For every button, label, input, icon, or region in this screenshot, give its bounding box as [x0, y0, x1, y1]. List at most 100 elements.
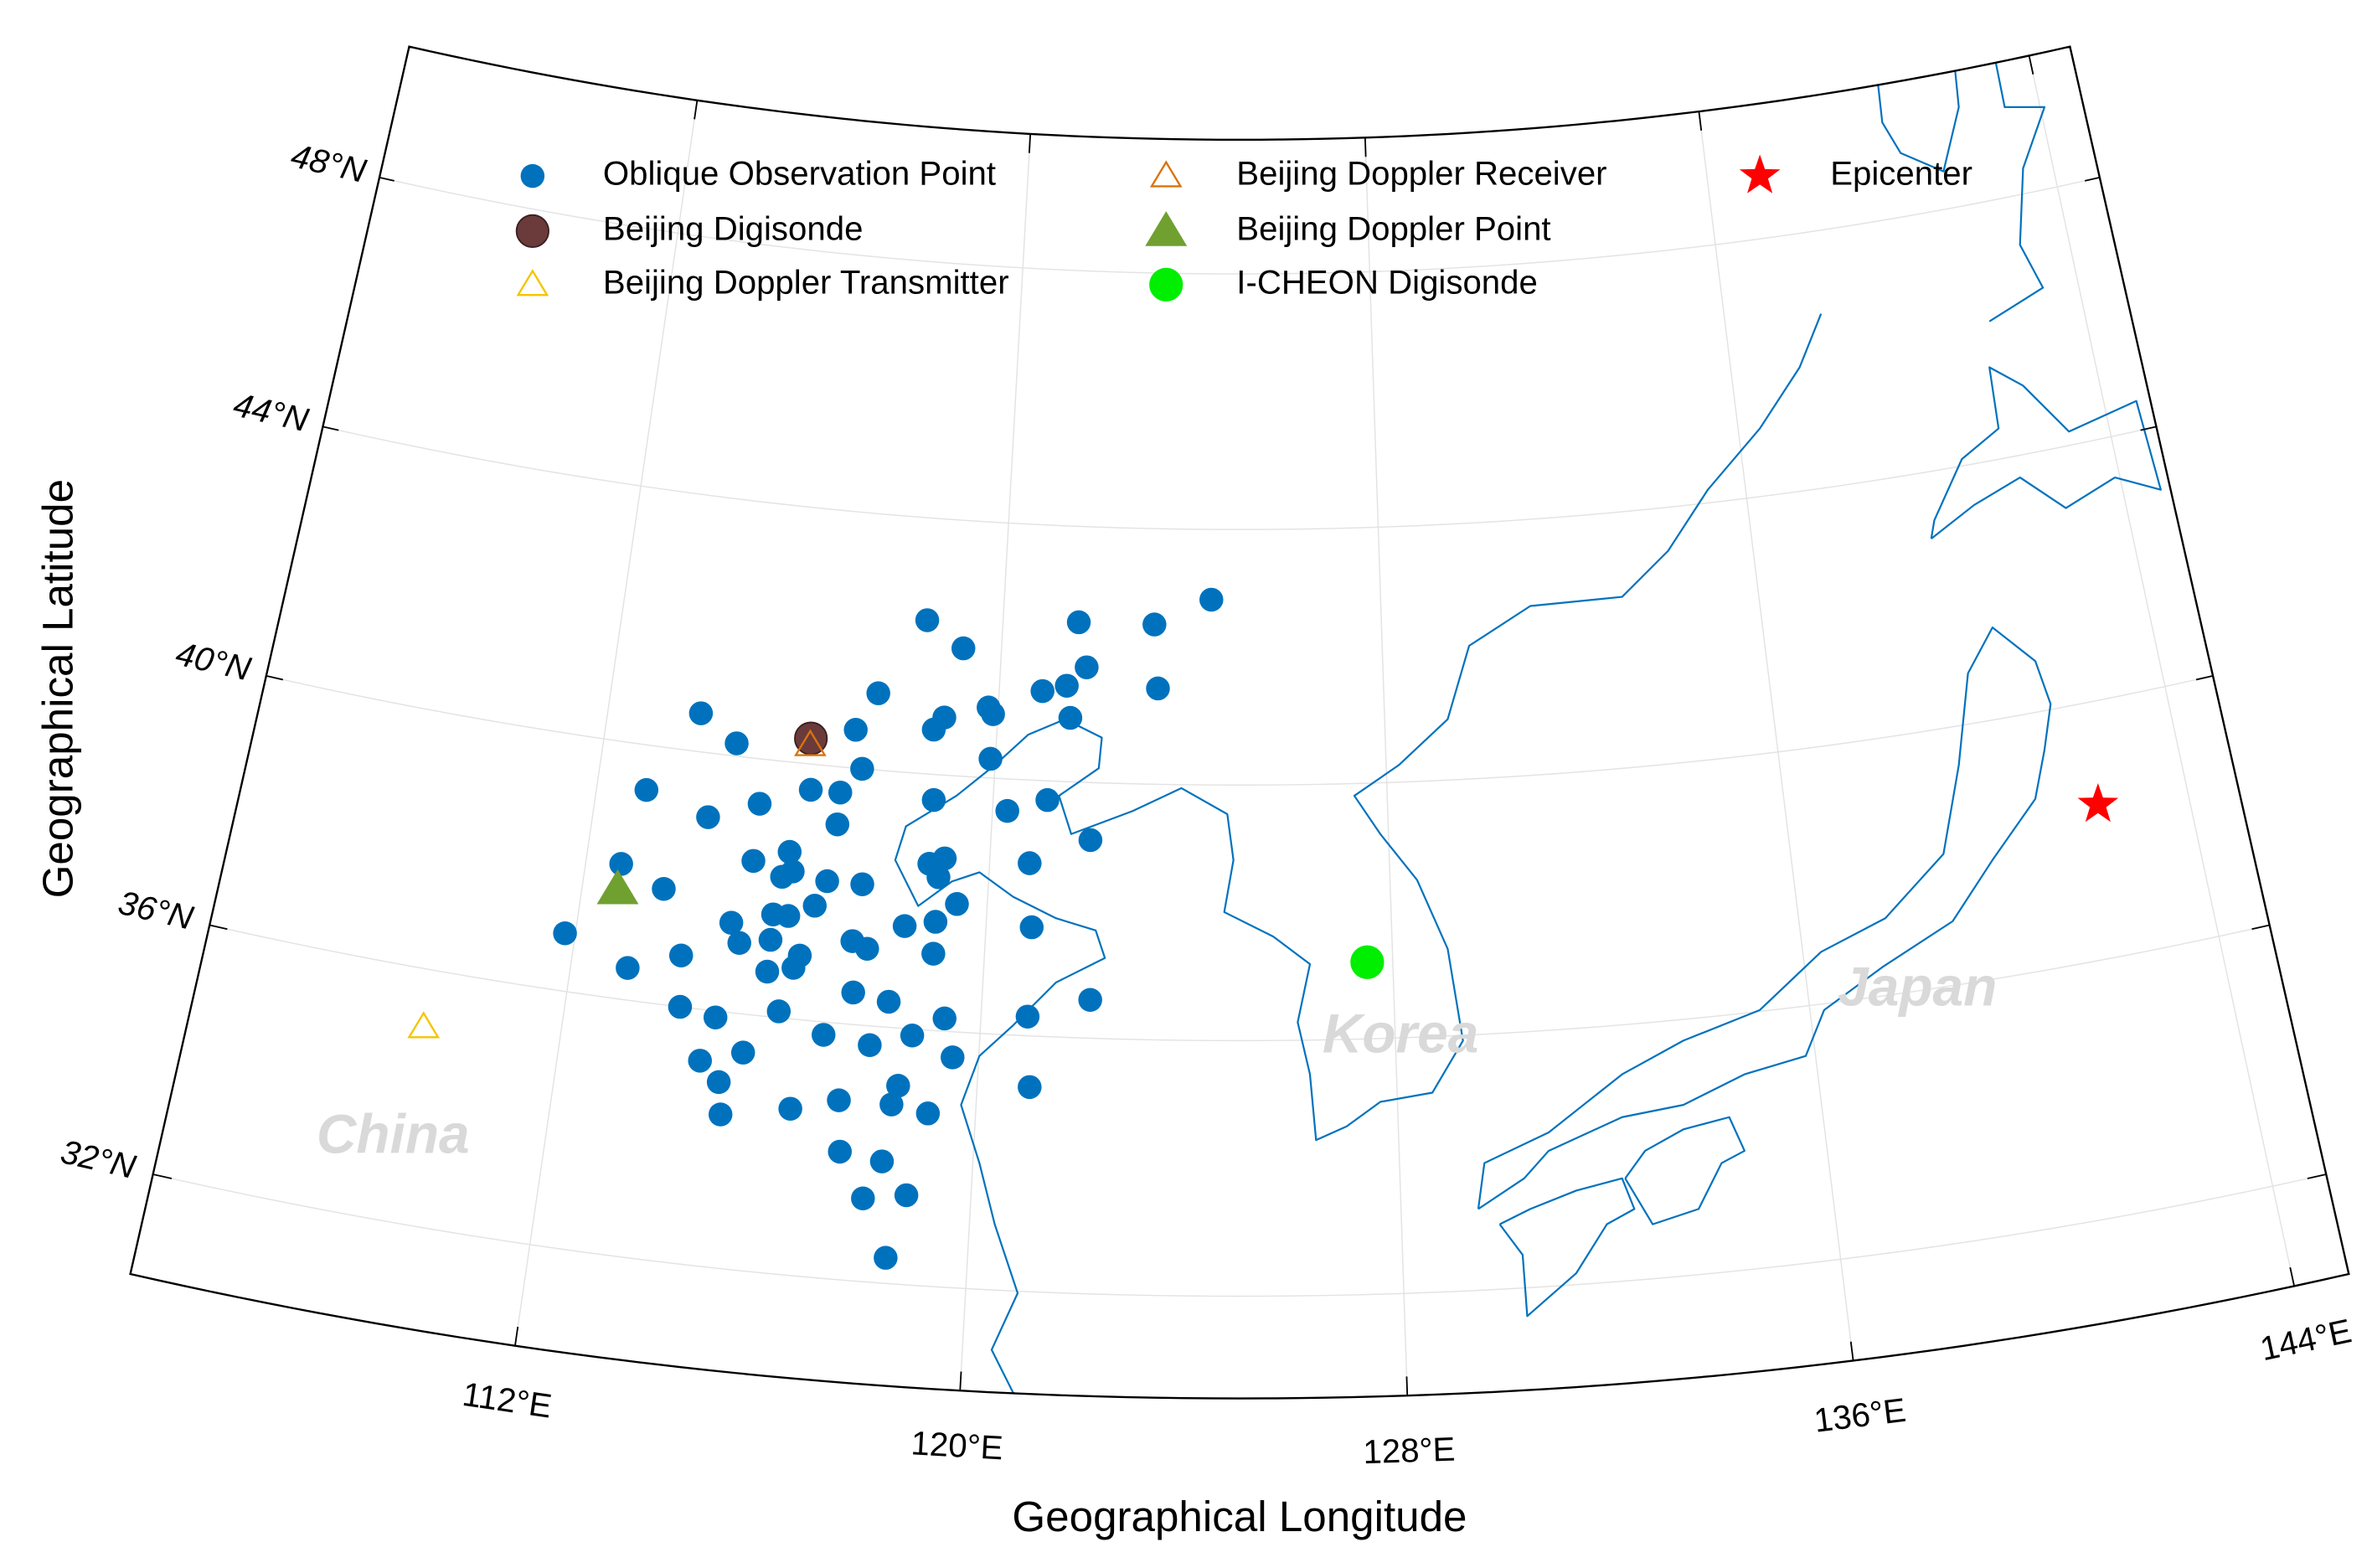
coastlines [894, 46, 2162, 1399]
legend-label: Beijing Doppler Receiver [1236, 155, 1606, 193]
point [851, 1186, 875, 1211]
point [827, 1088, 851, 1112]
point [876, 989, 901, 1014]
point [747, 792, 772, 816]
point [652, 877, 676, 901]
y-tick-label: 48°N [287, 137, 369, 190]
point [770, 864, 794, 890]
y-tick [266, 675, 284, 681]
y-tick-label: 40°N [173, 635, 255, 689]
y-tick [2251, 924, 2270, 931]
point [758, 927, 783, 952]
point [1058, 705, 1083, 730]
point [553, 921, 577, 946]
point [2077, 782, 2119, 823]
legend-marker [1149, 160, 1183, 188]
legend-label: I-CHEON Digisonde [1236, 263, 1538, 301]
coastline [1988, 46, 2046, 322]
point [869, 1149, 895, 1173]
y-tick [2084, 176, 2101, 182]
point [945, 892, 969, 916]
point [932, 1006, 957, 1031]
point [1075, 655, 1099, 679]
point [730, 1040, 755, 1065]
grid-line [266, 675, 2214, 787]
point [777, 839, 802, 864]
point [1066, 610, 1091, 635]
y-tick-label: 44°N [230, 385, 312, 439]
x-tick [1405, 1376, 1409, 1396]
x-tick [1028, 133, 1032, 153]
x-axis-label: Geographical Longitude [1012, 1493, 1467, 1540]
point [828, 780, 853, 805]
point [850, 872, 874, 896]
point [926, 865, 951, 890]
grid [152, 55, 2327, 1396]
point [706, 1070, 731, 1095]
x-tick-label: 120°E [910, 1424, 1003, 1467]
coastline [1930, 366, 2162, 539]
y-tick [152, 1173, 173, 1179]
point [866, 681, 890, 705]
legend-marker [1149, 267, 1183, 302]
point [719, 910, 744, 935]
legend-label: Beijing Doppler Point [1236, 209, 1550, 247]
point [921, 787, 946, 812]
point [609, 852, 633, 876]
point [855, 936, 879, 961]
point [724, 731, 749, 756]
region-label: China [317, 1102, 470, 1164]
point [755, 959, 780, 984]
point [951, 636, 976, 661]
point [815, 869, 839, 894]
y-tick-label: 36°N [115, 884, 197, 937]
legend-label: Epicenter [1830, 155, 1972, 193]
point [1055, 673, 1079, 698]
point [1015, 1004, 1040, 1029]
point [634, 777, 659, 802]
y-tick [322, 426, 339, 431]
point [708, 1102, 733, 1127]
point [703, 1005, 728, 1029]
x-tick-label: 144°E [2256, 1312, 2354, 1368]
grid-line [379, 177, 2101, 275]
point [886, 1073, 910, 1098]
coastline [1874, 46, 1960, 173]
grid-line [2028, 55, 2295, 1287]
point [915, 608, 940, 632]
point [850, 756, 874, 781]
point [1142, 612, 1167, 637]
y-tick [209, 924, 228, 931]
x-tick-label: 128°E [1363, 1431, 1456, 1472]
legend-label: Beijing Digisonde [603, 209, 864, 247]
point [668, 994, 693, 1019]
point [892, 914, 917, 938]
point [798, 777, 823, 802]
point [1350, 945, 1385, 979]
coastline [894, 313, 1823, 1399]
point [1035, 787, 1060, 812]
point [696, 805, 720, 829]
point [900, 1024, 925, 1048]
y-tick [2140, 426, 2157, 431]
x-tick [694, 100, 699, 120]
point [616, 956, 640, 980]
grid-line [152, 1173, 2327, 1297]
legend-marker [516, 269, 549, 297]
legend-marker [520, 163, 545, 188]
coastline [1477, 626, 2052, 1210]
point [596, 869, 639, 905]
point [1078, 828, 1103, 853]
point [776, 904, 801, 928]
coastline [1624, 1116, 1745, 1225]
y-tick [2195, 675, 2214, 681]
point [828, 1139, 852, 1164]
point [941, 1045, 965, 1070]
point [741, 848, 766, 874]
x-tick [959, 1371, 962, 1391]
legend-label: Oblique Observation Point [603, 155, 996, 193]
point [688, 701, 714, 725]
x-tick [1698, 111, 1703, 131]
grid-line [209, 924, 2270, 1042]
